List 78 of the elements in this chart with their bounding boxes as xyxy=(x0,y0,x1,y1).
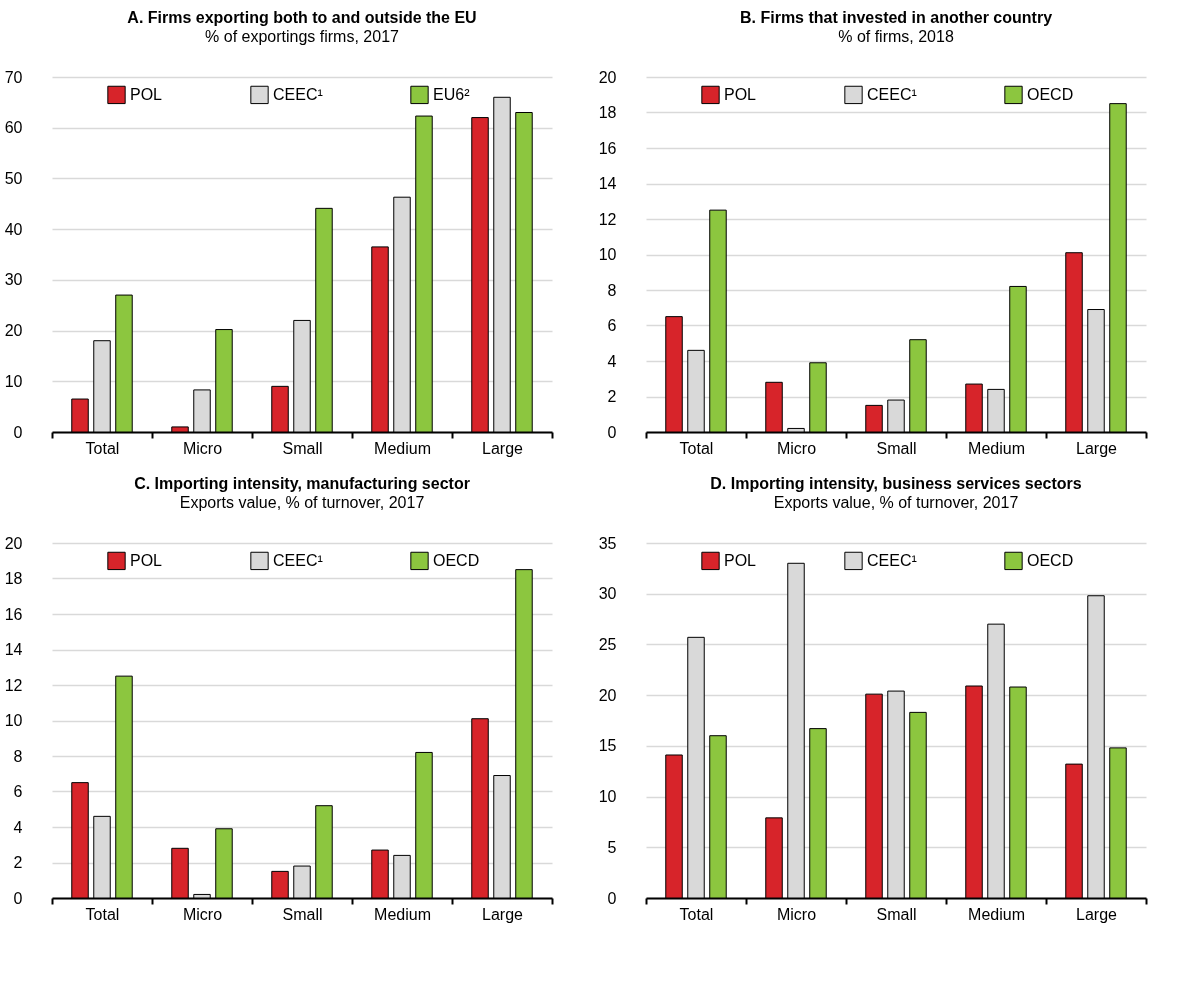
legend-label: EU6² xyxy=(433,85,471,103)
x-tick-label: Small xyxy=(282,905,323,923)
legend-label: POL xyxy=(724,551,757,569)
x-tick-label: Large xyxy=(1076,905,1118,923)
chart-subtitle: % of exportings firms, 2017 xyxy=(205,28,400,45)
y-tick-label: 10 xyxy=(598,788,617,806)
y-tick-label: 0 xyxy=(607,423,617,441)
legend-label: CEEC¹ xyxy=(273,551,323,569)
x-tick-label: Total xyxy=(85,905,120,923)
x-tick-label: Small xyxy=(876,905,917,923)
y-tick-label: 0 xyxy=(607,889,617,907)
y-tick-label: 20 xyxy=(4,534,23,552)
chart-title: B. Firms that invested in another country xyxy=(739,9,1053,26)
x-tick-label: Micro xyxy=(182,439,223,457)
y-tick-label: 6 xyxy=(13,783,23,800)
y-tick-label: 2 xyxy=(13,854,23,871)
y-tick-label: 0 xyxy=(13,423,23,441)
y-tick-label: 40 xyxy=(4,220,23,238)
x-tick-label: Small xyxy=(282,439,323,457)
y-tick-label: 35 xyxy=(598,534,617,552)
y-tick-label: 18 xyxy=(4,570,23,587)
y-tick-label: 10 xyxy=(4,372,23,390)
legend-label: POL xyxy=(130,85,163,103)
x-tick-label: Micro xyxy=(776,905,817,923)
legend-label: CEEC¹ xyxy=(273,85,323,103)
y-tick-label: 20 xyxy=(4,322,23,340)
x-tick-label: Total xyxy=(679,439,714,457)
chart-title: D. Importing intensity, business services sectors xyxy=(710,475,1082,492)
y-tick-label: 8 xyxy=(13,747,23,765)
y-tick-label: 10 xyxy=(598,246,617,263)
y-tick-label: 2 xyxy=(607,388,617,405)
x-tick-label: Medium xyxy=(968,439,1025,457)
x-tick-label: Medium xyxy=(968,905,1025,923)
x-tick-label: Large xyxy=(1076,439,1118,457)
legend-label: OECD xyxy=(433,551,480,569)
y-tick-label: 8 xyxy=(607,281,617,299)
y-tick-label: 14 xyxy=(598,175,617,192)
chart-subtitle: Exports value, % of turnover, 2017 xyxy=(773,494,1019,511)
x-tick-label: Total xyxy=(679,905,714,923)
y-tick-label: 5 xyxy=(607,838,617,856)
y-tick-label: 10 xyxy=(4,712,23,729)
legend-label: CEEC¹ xyxy=(867,85,917,103)
y-tick-label: 20 xyxy=(598,686,617,704)
y-tick-label: 16 xyxy=(4,605,23,623)
x-tick-label: Micro xyxy=(182,905,223,923)
chart-title: A. Firms exporting both to and outside the EU xyxy=(127,9,477,26)
y-tick-label: 60 xyxy=(4,119,23,137)
y-tick-label: 16 xyxy=(598,139,617,157)
y-tick-label: 20 xyxy=(598,68,617,86)
y-tick-label: 12 xyxy=(598,210,617,228)
y-tick-label: 4 xyxy=(607,352,617,370)
x-tick-label: Medium xyxy=(374,905,431,923)
y-tick-label: 6 xyxy=(607,317,617,334)
y-tick-label: 30 xyxy=(598,585,617,603)
chart-subtitle: % of firms, 2018 xyxy=(838,28,954,45)
y-tick-label: 25 xyxy=(598,635,617,653)
y-tick-label: 4 xyxy=(13,818,23,836)
legend-label: OECD xyxy=(1027,551,1074,569)
y-tick-label: 0 xyxy=(13,889,23,907)
chart-title: C. Importing intensity, manufacturing sector xyxy=(134,475,470,492)
x-tick-label: Large xyxy=(482,439,524,457)
y-tick-label: 12 xyxy=(4,676,23,694)
x-tick-label: Large xyxy=(482,905,524,923)
y-tick-label: 18 xyxy=(598,104,617,121)
y-tick-label: 70 xyxy=(4,68,23,86)
y-tick-label: 15 xyxy=(598,737,617,755)
x-tick-label: Micro xyxy=(776,439,817,457)
x-tick-label: Total xyxy=(85,439,120,457)
y-tick-label: 50 xyxy=(4,169,23,187)
chart-subtitle: Exports value, % of turnover, 2017 xyxy=(179,494,425,511)
legend-label: CEEC¹ xyxy=(867,551,917,569)
x-tick-label: Medium xyxy=(374,439,431,457)
legend-label: OECD xyxy=(1027,85,1074,103)
y-tick-label: 14 xyxy=(4,641,23,658)
x-tick-label: Small xyxy=(876,439,917,457)
legend-label: POL xyxy=(130,551,163,569)
legend-label: POL xyxy=(724,85,757,103)
y-tick-label: 30 xyxy=(4,271,23,289)
